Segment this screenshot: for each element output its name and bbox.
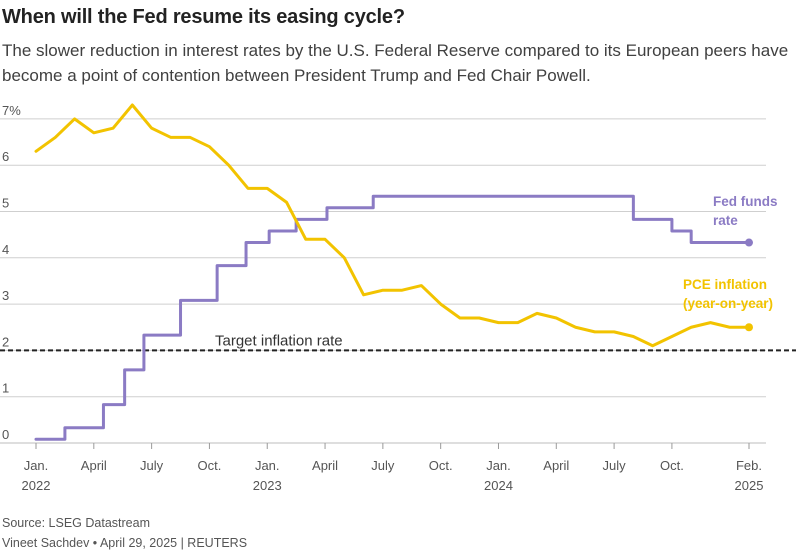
x-tick-year-label: 2022 [22,478,51,493]
target-inflation-label: Target inflation rate [215,332,343,349]
x-tick-label: Jan. [255,458,280,473]
y-tick-label: 3 [2,288,9,303]
chart-title: When will the Fed resume its easing cycl… [2,6,405,28]
fed-label-line: Fed funds [713,194,778,209]
x-tick-label: Oct. [198,458,222,473]
source-note: Source: LSEG Datastream [2,516,150,530]
x-tick-label: Oct. [429,458,453,473]
series [34,103,753,441]
byline: Vineet Sachdev • April 29, 2025 | REUTER… [2,536,248,550]
x-tick-label: Feb. [736,458,762,473]
fed-label-line: rate [713,213,738,228]
y-tick-label: 5 [2,196,9,211]
pce-end-point [744,323,753,332]
x-tick-label: July [371,458,395,473]
y-tick-label: 1 [2,381,9,396]
y-tick-label: 2 [2,334,9,349]
x-axis-ticks: Jan. 2022 April July Oct. Jan. 2023 April July Oc… [22,443,764,493]
x-tick-year-label: 2023 [253,478,282,493]
x-tick-label: April [543,458,569,473]
x-tick-label: Jan. [486,458,511,473]
grid [0,118,766,444]
x-tick-label: July [140,458,164,473]
x-tick-label: April [81,458,107,473]
pce-inflation-line [34,103,751,348]
x-tick-year-label: 2024 [484,478,513,493]
y-axis-ticks: 0 1 2 3 4 5 6 7% [2,103,21,442]
x-tick-label: July [603,458,627,473]
x-tick-label: Oct. [660,458,684,473]
pce-inflation-legend-label: PCE inflation (year-on-year) [683,277,773,311]
pce-label-line: PCE inflation [683,277,767,292]
pce-label-line: (year-on-year) [683,296,773,311]
x-tick-year-label: 2025 [735,478,764,493]
x-tick-label: Jan. [24,458,49,473]
y-tick-label: 6 [2,149,9,164]
y-tick-label: 0 [2,427,9,442]
fed-funds-legend-label: Fed funds rate [713,194,778,228]
y-tick-label: 7% [2,103,21,118]
fed-funds-end-point [744,238,753,247]
chart-subtitle: The slower reduction in interest rates b… [2,41,789,85]
y-tick-label: 4 [2,242,9,257]
x-tick-label: April [312,458,338,473]
fed-funds-rate-line [34,194,751,441]
